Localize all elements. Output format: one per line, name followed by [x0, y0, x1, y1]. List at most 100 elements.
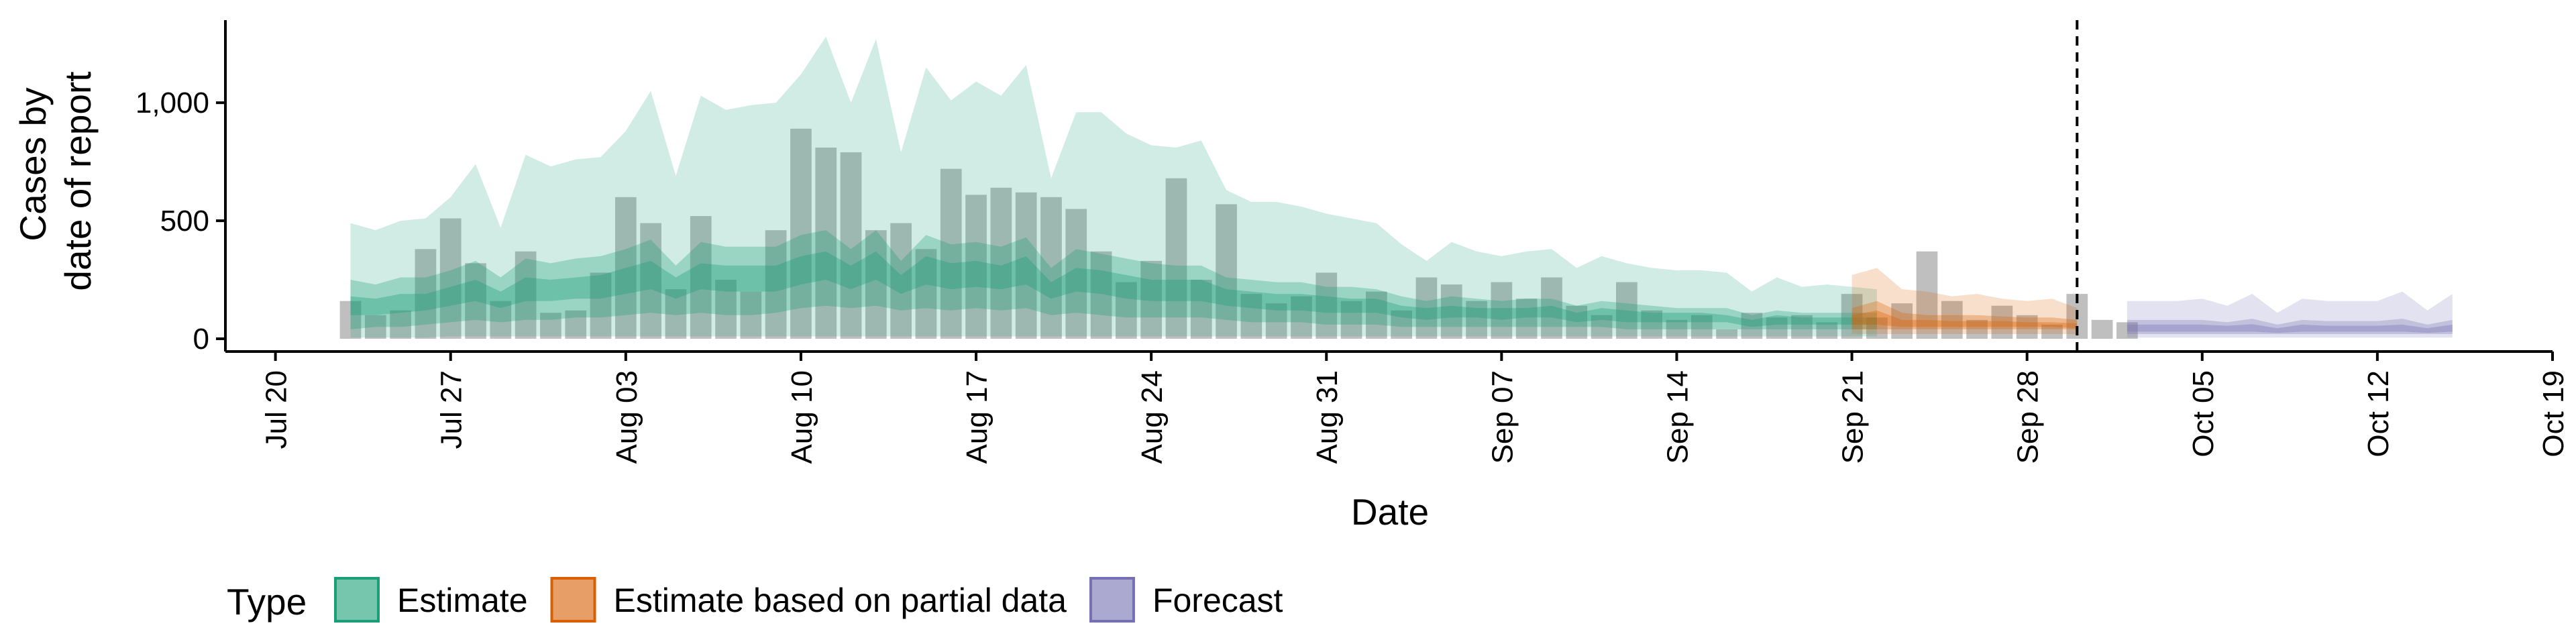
- axes-layer: 0 500 1,000 Jul 20 Jul 27 Aug 03 Aug 10 Aug 17 A…: [136, 20, 2570, 464]
- case-bar: [1415, 277, 1438, 339]
- legend-key-2: [550, 577, 596, 623]
- case-bar: [1541, 277, 1562, 339]
- x-tick-label: Aug 17: [961, 370, 994, 464]
- case-bar: [1015, 192, 1037, 339]
- case-bar: [1316, 272, 1338, 339]
- case-bar: [1515, 299, 1538, 339]
- band-50pct: [1851, 301, 2078, 329]
- x-tick-label: Aug 10: [786, 370, 818, 464]
- legend-key-3: [1089, 577, 1135, 623]
- series-forecast: [2127, 291, 2453, 338]
- case-bar: [1841, 294, 1863, 339]
- case-bar: [614, 197, 637, 339]
- case-bar: [390, 310, 411, 339]
- case-bar: [1641, 310, 1663, 339]
- x-tick-label: Aug 03: [610, 370, 643, 464]
- case-bar: [865, 230, 887, 339]
- x-tick-label: Oct 19: [2537, 370, 2570, 458]
- case-bar: [490, 301, 512, 339]
- case-bar: [1891, 303, 1913, 339]
- case-bar: [2041, 324, 2063, 339]
- x-tick-label: Oct 12: [2362, 370, 2395, 458]
- case-bar: [815, 148, 837, 339]
- y-tick-label: 0: [193, 323, 209, 356]
- case-bar: [740, 291, 762, 339]
- x-tick-label: Sep 21: [1837, 370, 1870, 464]
- y-tick-label: 1,000: [136, 87, 209, 119]
- case-bar: [1616, 282, 1638, 339]
- case-bar: [565, 310, 587, 339]
- case-bar: [415, 249, 437, 339]
- y-axis-title-line-2: date of report: [57, 71, 99, 290]
- case-bar: [1190, 280, 1212, 339]
- case-bar: [1140, 260, 1162, 339]
- case-bar: [364, 315, 386, 339]
- case-bar: [1440, 284, 1462, 339]
- legend-label-2: Estimate based on partial data: [614, 582, 1067, 619]
- x-tick-label: Aug 31: [1311, 370, 1344, 464]
- case-bar: [915, 249, 937, 339]
- band-50pct: [2127, 319, 2453, 334]
- x-tick-label: Sep 07: [1486, 370, 1519, 464]
- case-bar: [540, 313, 561, 339]
- case-bar: [515, 251, 537, 339]
- case-bar: [1090, 251, 1112, 339]
- y-tick-label: 500: [160, 205, 209, 237]
- case-bar: [1666, 319, 1688, 339]
- case-bar: [1165, 178, 1187, 339]
- case-bar: [1365, 291, 1387, 339]
- case-bar: [990, 187, 1012, 339]
- case-bar: [965, 195, 987, 339]
- case-bar: [2116, 322, 2138, 339]
- band-90pct: [1851, 268, 2078, 334]
- bands-layer: [350, 36, 2453, 338]
- case-bar: [665, 289, 687, 339]
- case-bar: [1040, 197, 1062, 339]
- case-bar: [1566, 305, 1588, 339]
- case-bar: [1391, 310, 1413, 339]
- x-tick-label: Jul 27: [435, 370, 468, 449]
- case-bar: [1591, 315, 1613, 339]
- case-bar: [1916, 251, 1938, 339]
- case-bar: [840, 152, 862, 339]
- case-bar: [1766, 317, 1788, 339]
- case-bar: [640, 223, 661, 339]
- case-bar: [1240, 294, 1263, 339]
- case-bar: [940, 168, 962, 339]
- band-90pct: [2127, 291, 2453, 338]
- case-bar: [690, 216, 712, 339]
- case-bar: [1690, 315, 1713, 339]
- case-bar: [2091, 319, 2113, 339]
- case-bar: [465, 263, 486, 339]
- x-tick-label: Jul 20: [260, 370, 293, 449]
- case-bar: [1340, 301, 1362, 339]
- x-tick-label: Sep 28: [2012, 370, 2045, 464]
- case-bar: [1265, 303, 1287, 339]
- case-bar: [1991, 305, 2013, 339]
- legend-label-1: Estimate: [397, 582, 528, 619]
- bars-layer: [339, 128, 2138, 339]
- case-bar: [1115, 282, 1137, 339]
- x-tick-label: Sep 14: [1661, 370, 1694, 464]
- case-bar: [715, 280, 737, 339]
- series-estimate: [350, 36, 1877, 338]
- x-tick-label: Aug 24: [1136, 370, 1169, 464]
- case-bar: [765, 230, 787, 339]
- y-axis-title-line-1: Cases by: [12, 87, 54, 241]
- case-bar: [790, 128, 812, 339]
- x-axis-title: Date: [1351, 491, 1429, 533]
- band-20pct: [1851, 310, 2078, 329]
- legend-title: Type: [227, 581, 307, 623]
- case-bar: [1791, 315, 1813, 339]
- legend-key-1: [334, 577, 380, 623]
- case-bar: [1466, 301, 1487, 339]
- legend-label-3: Forecast: [1152, 582, 1283, 619]
- case-bar: [590, 272, 612, 339]
- x-tick-label: Oct 05: [2187, 370, 2220, 458]
- case-bar: [890, 223, 912, 339]
- case-bar: [1866, 317, 1888, 339]
- legend: Estimate Estimate based on partial data Fo…: [334, 577, 1283, 623]
- case-bar: [2016, 315, 2038, 339]
- series-estimate-based-on-partial-data: [1851, 268, 2078, 334]
- case-bar: [1216, 204, 1237, 339]
